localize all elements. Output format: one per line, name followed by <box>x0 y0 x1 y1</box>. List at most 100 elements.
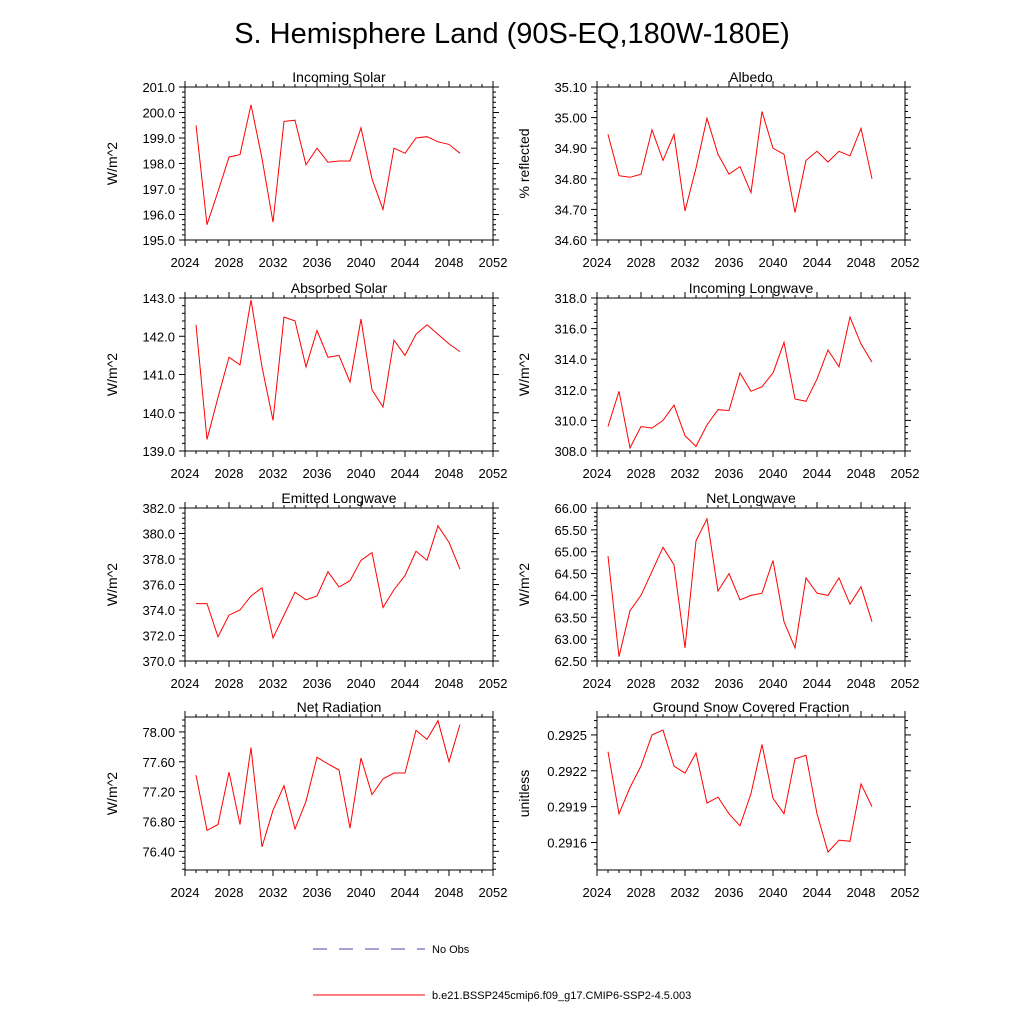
x-tick-label: 2032 <box>259 466 288 481</box>
x-tick-label: 2024 <box>583 885 612 900</box>
x-tick-label: 2036 <box>303 885 332 900</box>
panel-title: Ground Snow Covered Fraction <box>653 699 850 715</box>
data-point <box>448 541 450 543</box>
data-point <box>250 746 252 748</box>
data-point <box>794 647 796 649</box>
data-point <box>415 550 417 552</box>
x-tick-label: 2040 <box>347 466 376 481</box>
data-point <box>448 143 450 145</box>
y-tick-label: 200.0 <box>142 106 175 121</box>
data-point <box>772 797 774 799</box>
data-point <box>717 153 719 155</box>
data-point <box>327 571 329 573</box>
x-tick-label: 2036 <box>303 676 332 691</box>
y-tick-label: 78.00 <box>142 725 175 740</box>
data-point <box>871 620 873 622</box>
data-point <box>717 590 719 592</box>
data-point <box>816 592 818 594</box>
data-point <box>404 574 406 576</box>
x-tick-label: 2052 <box>479 676 508 691</box>
data-point <box>338 160 340 162</box>
data-point <box>283 784 285 786</box>
data-point <box>618 655 620 657</box>
data-point <box>217 190 219 192</box>
x-tick-label: 2024 <box>171 885 200 900</box>
x-tick-label: 2052 <box>479 255 508 270</box>
chart-panel: Net Longwave W/m^2 2024 2028 2032 2036 2040 204… <box>516 490 919 691</box>
data-point <box>684 647 686 649</box>
data-point <box>261 846 263 848</box>
x-tick-label: 2036 <box>715 255 744 270</box>
y-axis-label: % reflected <box>516 128 532 198</box>
data-point <box>805 754 807 756</box>
data-point <box>327 763 329 765</box>
x-tick-label: 2028 <box>215 466 244 481</box>
data-point <box>206 224 208 226</box>
data-point <box>305 800 307 802</box>
data-point <box>349 827 351 829</box>
data-point <box>673 133 675 135</box>
data-point <box>272 221 274 223</box>
data-point <box>706 802 708 804</box>
data-point <box>662 159 664 161</box>
x-tick-label: 2024 <box>171 676 200 691</box>
x-tick-label: 2040 <box>347 676 376 691</box>
plot-frame <box>596 297 906 452</box>
plot-frame <box>184 86 494 241</box>
chart-panel: Emitted Longwave W/m^2 2024 2028 2032 2036 204… <box>104 490 507 691</box>
data-point <box>393 339 395 341</box>
data-point <box>640 425 642 427</box>
y-axis-label: unitless <box>516 770 532 817</box>
series-line <box>195 719 461 848</box>
legend-model-label: b.e21.BSSP245cmip6.f09_g17.CMIP6-SSP2-4.… <box>432 990 691 1002</box>
data-point <box>426 324 428 326</box>
data-point <box>838 366 840 368</box>
data-point <box>816 378 818 380</box>
data-point <box>382 606 384 608</box>
data-point <box>838 150 840 152</box>
x-tick-label: 2040 <box>347 255 376 270</box>
y-tick-label: 372.0 <box>142 629 175 644</box>
legend: No Obs b.e21.BSSP245cmip6.f09_g17.CMIP6-… <box>313 944 691 1002</box>
x-tick-label: 2044 <box>803 676 832 691</box>
data-point <box>195 602 197 604</box>
data-point <box>294 828 296 830</box>
data-point <box>426 738 428 740</box>
data-point <box>651 427 653 429</box>
data-point <box>794 211 796 213</box>
x-tick-label: 2032 <box>259 885 288 900</box>
x-tick-label: 2036 <box>303 255 332 270</box>
x-tick-label: 2040 <box>759 885 788 900</box>
data-point <box>206 602 208 604</box>
data-point <box>772 147 774 149</box>
data-point <box>750 792 752 794</box>
data-point <box>250 299 252 301</box>
data-point <box>728 813 730 815</box>
x-tick-label: 2044 <box>391 676 420 691</box>
data-point <box>217 823 219 825</box>
x-tick-label: 2028 <box>215 885 244 900</box>
y-tick-label: 318.0 <box>554 291 587 306</box>
data-point <box>662 729 664 731</box>
y-tick-label: 376.0 <box>142 578 175 593</box>
data-point <box>250 595 252 597</box>
data-point <box>360 559 362 561</box>
data-point <box>415 137 417 139</box>
x-tick-label: 2040 <box>347 885 376 900</box>
data-point <box>827 594 829 596</box>
data-point <box>195 324 197 326</box>
data-point <box>272 809 274 811</box>
x-tick-label: 2024 <box>583 466 612 481</box>
series-line <box>195 299 461 440</box>
y-tick-label: 382.0 <box>142 501 175 516</box>
data-point <box>437 333 439 335</box>
data-point <box>761 386 763 388</box>
data-point <box>239 823 241 825</box>
x-tick-label: 2044 <box>803 885 832 900</box>
data-point <box>849 155 851 157</box>
data-point <box>860 585 862 587</box>
data-point <box>684 435 686 437</box>
y-tick-label: 63.50 <box>554 610 587 625</box>
data-point <box>783 620 785 622</box>
x-tick-label: 2052 <box>891 255 920 270</box>
